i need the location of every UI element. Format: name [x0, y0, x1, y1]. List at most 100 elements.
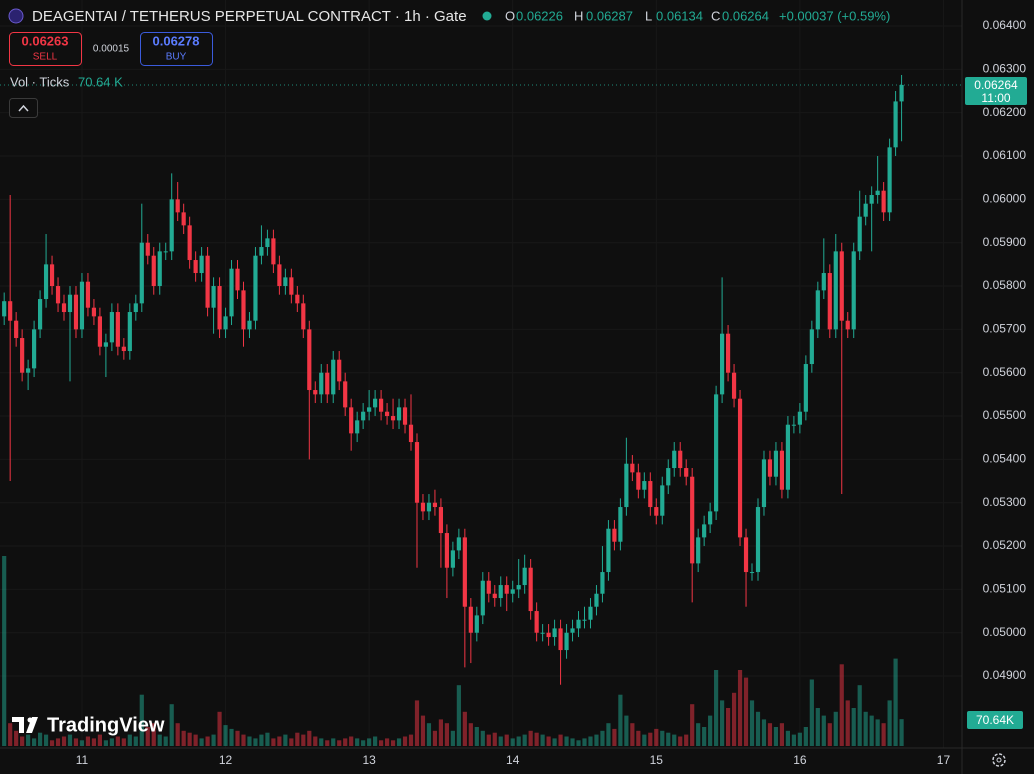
candle-body	[355, 420, 360, 434]
volume-bar	[678, 736, 683, 746]
volume-bar	[175, 723, 180, 746]
y-tick-label: 0.04900	[983, 668, 1027, 682]
candle-body	[265, 238, 270, 248]
volume-bar	[450, 730, 455, 746]
candle-body	[396, 407, 402, 421]
volume-bar	[325, 740, 330, 746]
spread: 0.00015	[93, 44, 130, 55]
volume-bar	[79, 740, 85, 746]
y-tick-label: 0.05300	[983, 495, 1027, 509]
volume-bar	[552, 738, 557, 746]
candle-body	[420, 502, 426, 512]
volume-bar	[277, 736, 282, 746]
candle-body	[295, 294, 300, 304]
y-tick-label: 0.05500	[983, 408, 1027, 422]
candle-body	[672, 450, 677, 469]
volume-bar	[271, 738, 276, 746]
candle-body	[516, 585, 521, 590]
volume-bar	[283, 734, 288, 746]
candle-body	[588, 606, 593, 620]
candle-body	[307, 329, 312, 391]
volume-bar	[43, 734, 49, 746]
volume-bar	[432, 730, 438, 746]
collapse-button[interactable]	[9, 98, 38, 118]
candle-body	[79, 281, 85, 330]
volume-bar	[696, 723, 701, 746]
candle-body	[432, 502, 438, 508]
candle-body	[73, 294, 79, 330]
candle-body	[438, 507, 444, 534]
volume-bar	[612, 728, 617, 746]
volume-bar	[797, 732, 802, 746]
settings-hub	[996, 757, 1002, 763]
candle-body	[91, 307, 97, 317]
volume-bar	[109, 738, 114, 746]
candle-body	[181, 212, 186, 226]
volume-bar	[319, 738, 324, 746]
candle-body	[678, 450, 683, 469]
candle-body	[313, 390, 318, 395]
volume-bar	[821, 715, 826, 746]
volume-bar	[492, 732, 497, 746]
volume-bar	[145, 727, 150, 746]
volume-bar	[199, 738, 204, 746]
volume-bar	[791, 734, 796, 746]
candle-body	[283, 277, 288, 287]
volume-bar	[540, 734, 545, 746]
candle-body	[157, 251, 162, 287]
candle-body	[821, 273, 826, 291]
chart-title: DEAGENTAI / TETHERUS PERPETUAL CONTRACT …	[32, 8, 467, 25]
candle-body	[37, 299, 43, 330]
y-tick-label: 0.05800	[983, 278, 1027, 292]
candle-body	[349, 407, 354, 434]
volume-bar	[875, 719, 880, 746]
candle-body	[223, 316, 228, 330]
candle-body	[791, 424, 796, 426]
axes-layer: 0.04900 0.05000 0.05100 0.05200 0.05300 0.054…	[0, 18, 1027, 767]
candle-body	[378, 398, 384, 412]
volume-bar	[235, 730, 240, 746]
candle-body	[576, 619, 581, 629]
volume-bar	[654, 728, 659, 746]
volume-bar	[486, 734, 491, 746]
sell-button-frame	[9, 32, 82, 66]
volume-bar	[809, 679, 814, 746]
buy-label: BUY	[166, 52, 187, 63]
volume-bar	[301, 734, 306, 746]
candle-body	[504, 585, 509, 594]
candle-body	[384, 411, 390, 417]
volume-bar	[690, 704, 695, 746]
volume-bar	[343, 738, 348, 746]
volume-bar	[265, 732, 270, 746]
candle-body	[606, 528, 611, 573]
y-tick-label: 0.05200	[983, 538, 1027, 552]
candle-body	[534, 611, 539, 633]
candle-body	[815, 290, 820, 330]
candle-body	[558, 628, 563, 651]
candle-body	[827, 273, 832, 330]
candle-body	[259, 247, 264, 256]
candle-body	[241, 290, 246, 330]
sell-button[interactable]: 0.06263 SELL	[9, 32, 82, 66]
candle-body	[779, 450, 785, 490]
volume-bar	[468, 723, 473, 746]
volume-legend: 70.64 K	[78, 74, 123, 89]
candle-body	[319, 372, 324, 395]
volume-bar	[666, 732, 671, 746]
volume-bar	[588, 736, 593, 746]
volume-bar	[528, 730, 533, 746]
buy-button[interactable]: 0.06278 BUY	[140, 32, 213, 66]
volume-bar	[755, 711, 761, 746]
candle-body	[714, 394, 719, 512]
candle-body	[361, 411, 366, 421]
volume-bar	[743, 677, 749, 746]
candle-body	[8, 301, 13, 321]
x-tick-label: 17	[937, 753, 951, 767]
settings-button[interactable]	[992, 753, 1006, 767]
candle-body	[785, 424, 791, 490]
volume-bar	[510, 738, 515, 746]
candle-body	[67, 294, 73, 313]
volume-bar	[600, 730, 605, 746]
